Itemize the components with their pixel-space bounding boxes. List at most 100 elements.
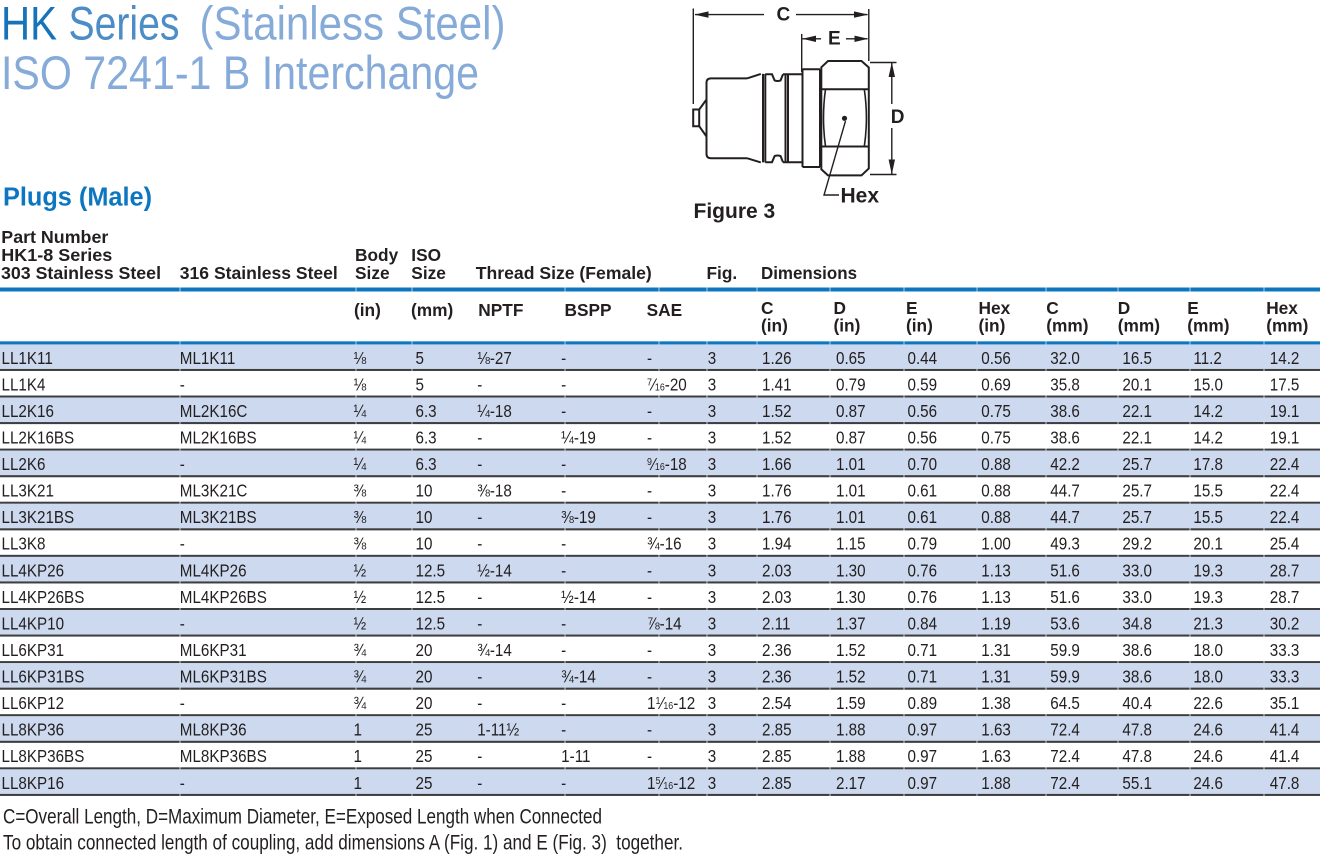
svg-text:-: -: [561, 693, 566, 714]
svg-text:Thread Size (Female): Thread Size (Female): [476, 263, 652, 283]
svg-text:(mm): (mm): [1266, 316, 1308, 336]
svg-text:-: -: [477, 613, 482, 634]
svg-text:LL8KP36BS: LL8KP36BS: [2, 746, 85, 767]
svg-text:LL3K21BS: LL3K21BS: [2, 507, 75, 528]
svg-text:0.97: 0.97: [907, 719, 937, 740]
svg-text:C: C: [1046, 298, 1058, 318]
svg-text:¾: ¾: [353, 666, 367, 687]
svg-text:1.63: 1.63: [981, 719, 1011, 740]
svg-text:19.1: 19.1: [1270, 401, 1300, 422]
svg-text:ML8KP36: ML8KP36: [180, 719, 247, 740]
svg-text:16.5: 16.5: [1122, 348, 1152, 369]
svg-text:24.6: 24.6: [1193, 746, 1223, 767]
svg-text:1.76: 1.76: [762, 507, 792, 528]
svg-text:59.9: 59.9: [1050, 640, 1080, 661]
svg-text:LL6KP12: LL6KP12: [2, 693, 65, 714]
svg-text:3: 3: [708, 560, 716, 581]
svg-text:½: ½: [353, 587, 366, 608]
svg-text:-: -: [561, 640, 566, 661]
svg-text:1.88: 1.88: [981, 773, 1011, 794]
svg-text:0.97: 0.97: [907, 746, 937, 767]
svg-text:(in): (in): [834, 316, 861, 336]
svg-text:1.30: 1.30: [836, 560, 866, 581]
svg-text:3: 3: [708, 719, 716, 740]
svg-text:-: -: [477, 374, 482, 395]
svg-text:3: 3: [708, 374, 716, 395]
svg-text:0.84: 0.84: [907, 613, 937, 634]
svg-text:⅜: ⅜: [353, 480, 366, 501]
svg-text:2.36: 2.36: [762, 640, 792, 661]
svg-text:0.88: 0.88: [981, 454, 1011, 475]
svg-text:½: ½: [353, 613, 366, 634]
svg-text:Fig.: Fig.: [707, 263, 738, 283]
svg-text:22.4: 22.4: [1270, 507, 1300, 528]
svg-text:25: 25: [416, 746, 433, 767]
svg-text:⅛: ⅛: [353, 374, 366, 395]
svg-text:2.17: 2.17: [836, 773, 866, 794]
svg-text:1.59: 1.59: [836, 693, 866, 714]
svg-text:14.2: 14.2: [1193, 401, 1223, 422]
svg-text:1.31: 1.31: [981, 666, 1011, 687]
svg-text:6.3: 6.3: [416, 454, 437, 475]
svg-text:⅜: ⅜: [353, 534, 366, 555]
svg-text:-: -: [561, 401, 566, 422]
svg-text:3: 3: [708, 480, 716, 501]
svg-text:-: -: [180, 693, 185, 714]
svg-text:1.52: 1.52: [836, 640, 866, 661]
svg-text:-: -: [180, 454, 185, 475]
svg-text:10: 10: [416, 534, 433, 555]
svg-text:(mm): (mm): [1118, 316, 1160, 336]
svg-text:6.3: 6.3: [416, 427, 437, 448]
svg-text:1: 1: [353, 773, 361, 794]
svg-text:1.01: 1.01: [836, 454, 866, 475]
svg-text:0.88: 0.88: [981, 507, 1011, 528]
svg-text:¾: ¾: [353, 693, 367, 714]
svg-text:53.6: 53.6: [1050, 613, 1080, 634]
svg-text:-: -: [477, 773, 482, 794]
svg-text:38.6: 38.6: [1122, 666, 1152, 687]
svg-text:24.6: 24.6: [1193, 719, 1223, 740]
svg-text:3: 3: [708, 401, 716, 422]
svg-text:7⁄16-20: 7⁄16-20: [647, 374, 687, 395]
svg-text:0.89: 0.89: [907, 693, 937, 714]
svg-text:22.1: 22.1: [1122, 401, 1152, 422]
svg-text:(in): (in): [761, 316, 788, 336]
svg-text:44.7: 44.7: [1050, 480, 1080, 501]
svg-text:25.7: 25.7: [1122, 454, 1152, 475]
svg-text:25: 25: [416, 773, 433, 794]
svg-text:Body: Body: [355, 245, 399, 265]
svg-text:21.3: 21.3: [1193, 613, 1223, 634]
svg-text:-: -: [647, 348, 652, 369]
svg-text:1.38: 1.38: [981, 693, 1011, 714]
svg-text:1.66: 1.66: [762, 454, 792, 475]
svg-text:-: -: [477, 534, 482, 555]
svg-text:C: C: [761, 298, 773, 318]
svg-text:1.52: 1.52: [762, 401, 792, 422]
svg-text:-: -: [477, 746, 482, 767]
svg-text:0.76: 0.76: [907, 560, 937, 581]
svg-text:3: 3: [708, 534, 716, 555]
svg-text:-: -: [647, 719, 652, 740]
svg-text:316 Stainless Steel: 316 Stainless Steel: [180, 263, 338, 283]
svg-text:Hex: Hex: [979, 298, 1011, 318]
svg-text:E: E: [828, 28, 841, 49]
svg-text:33.0: 33.0: [1122, 587, 1152, 608]
svg-text:24.6: 24.6: [1193, 773, 1223, 794]
svg-text:40.4: 40.4: [1122, 693, 1152, 714]
svg-text:25: 25: [416, 719, 433, 740]
svg-text:22.1: 22.1: [1122, 427, 1152, 448]
svg-text:3: 3: [708, 640, 716, 661]
svg-text:29.2: 29.2: [1122, 534, 1152, 555]
svg-text:41.4: 41.4: [1270, 746, 1300, 767]
svg-text:3: 3: [708, 666, 716, 687]
svg-text:ML3K21BS: ML3K21BS: [180, 507, 257, 528]
svg-text:E: E: [1187, 298, 1199, 318]
svg-text:38.6: 38.6: [1122, 640, 1152, 661]
svg-text:15.0: 15.0: [1193, 374, 1223, 395]
svg-text:9⁄16-18: 9⁄16-18: [647, 454, 687, 475]
svg-text:LL8KP36: LL8KP36: [2, 719, 65, 740]
svg-text:0.75: 0.75: [981, 401, 1011, 422]
svg-text:0.61: 0.61: [907, 507, 937, 528]
svg-text:-: -: [647, 560, 652, 581]
svg-text:-: -: [647, 587, 652, 608]
